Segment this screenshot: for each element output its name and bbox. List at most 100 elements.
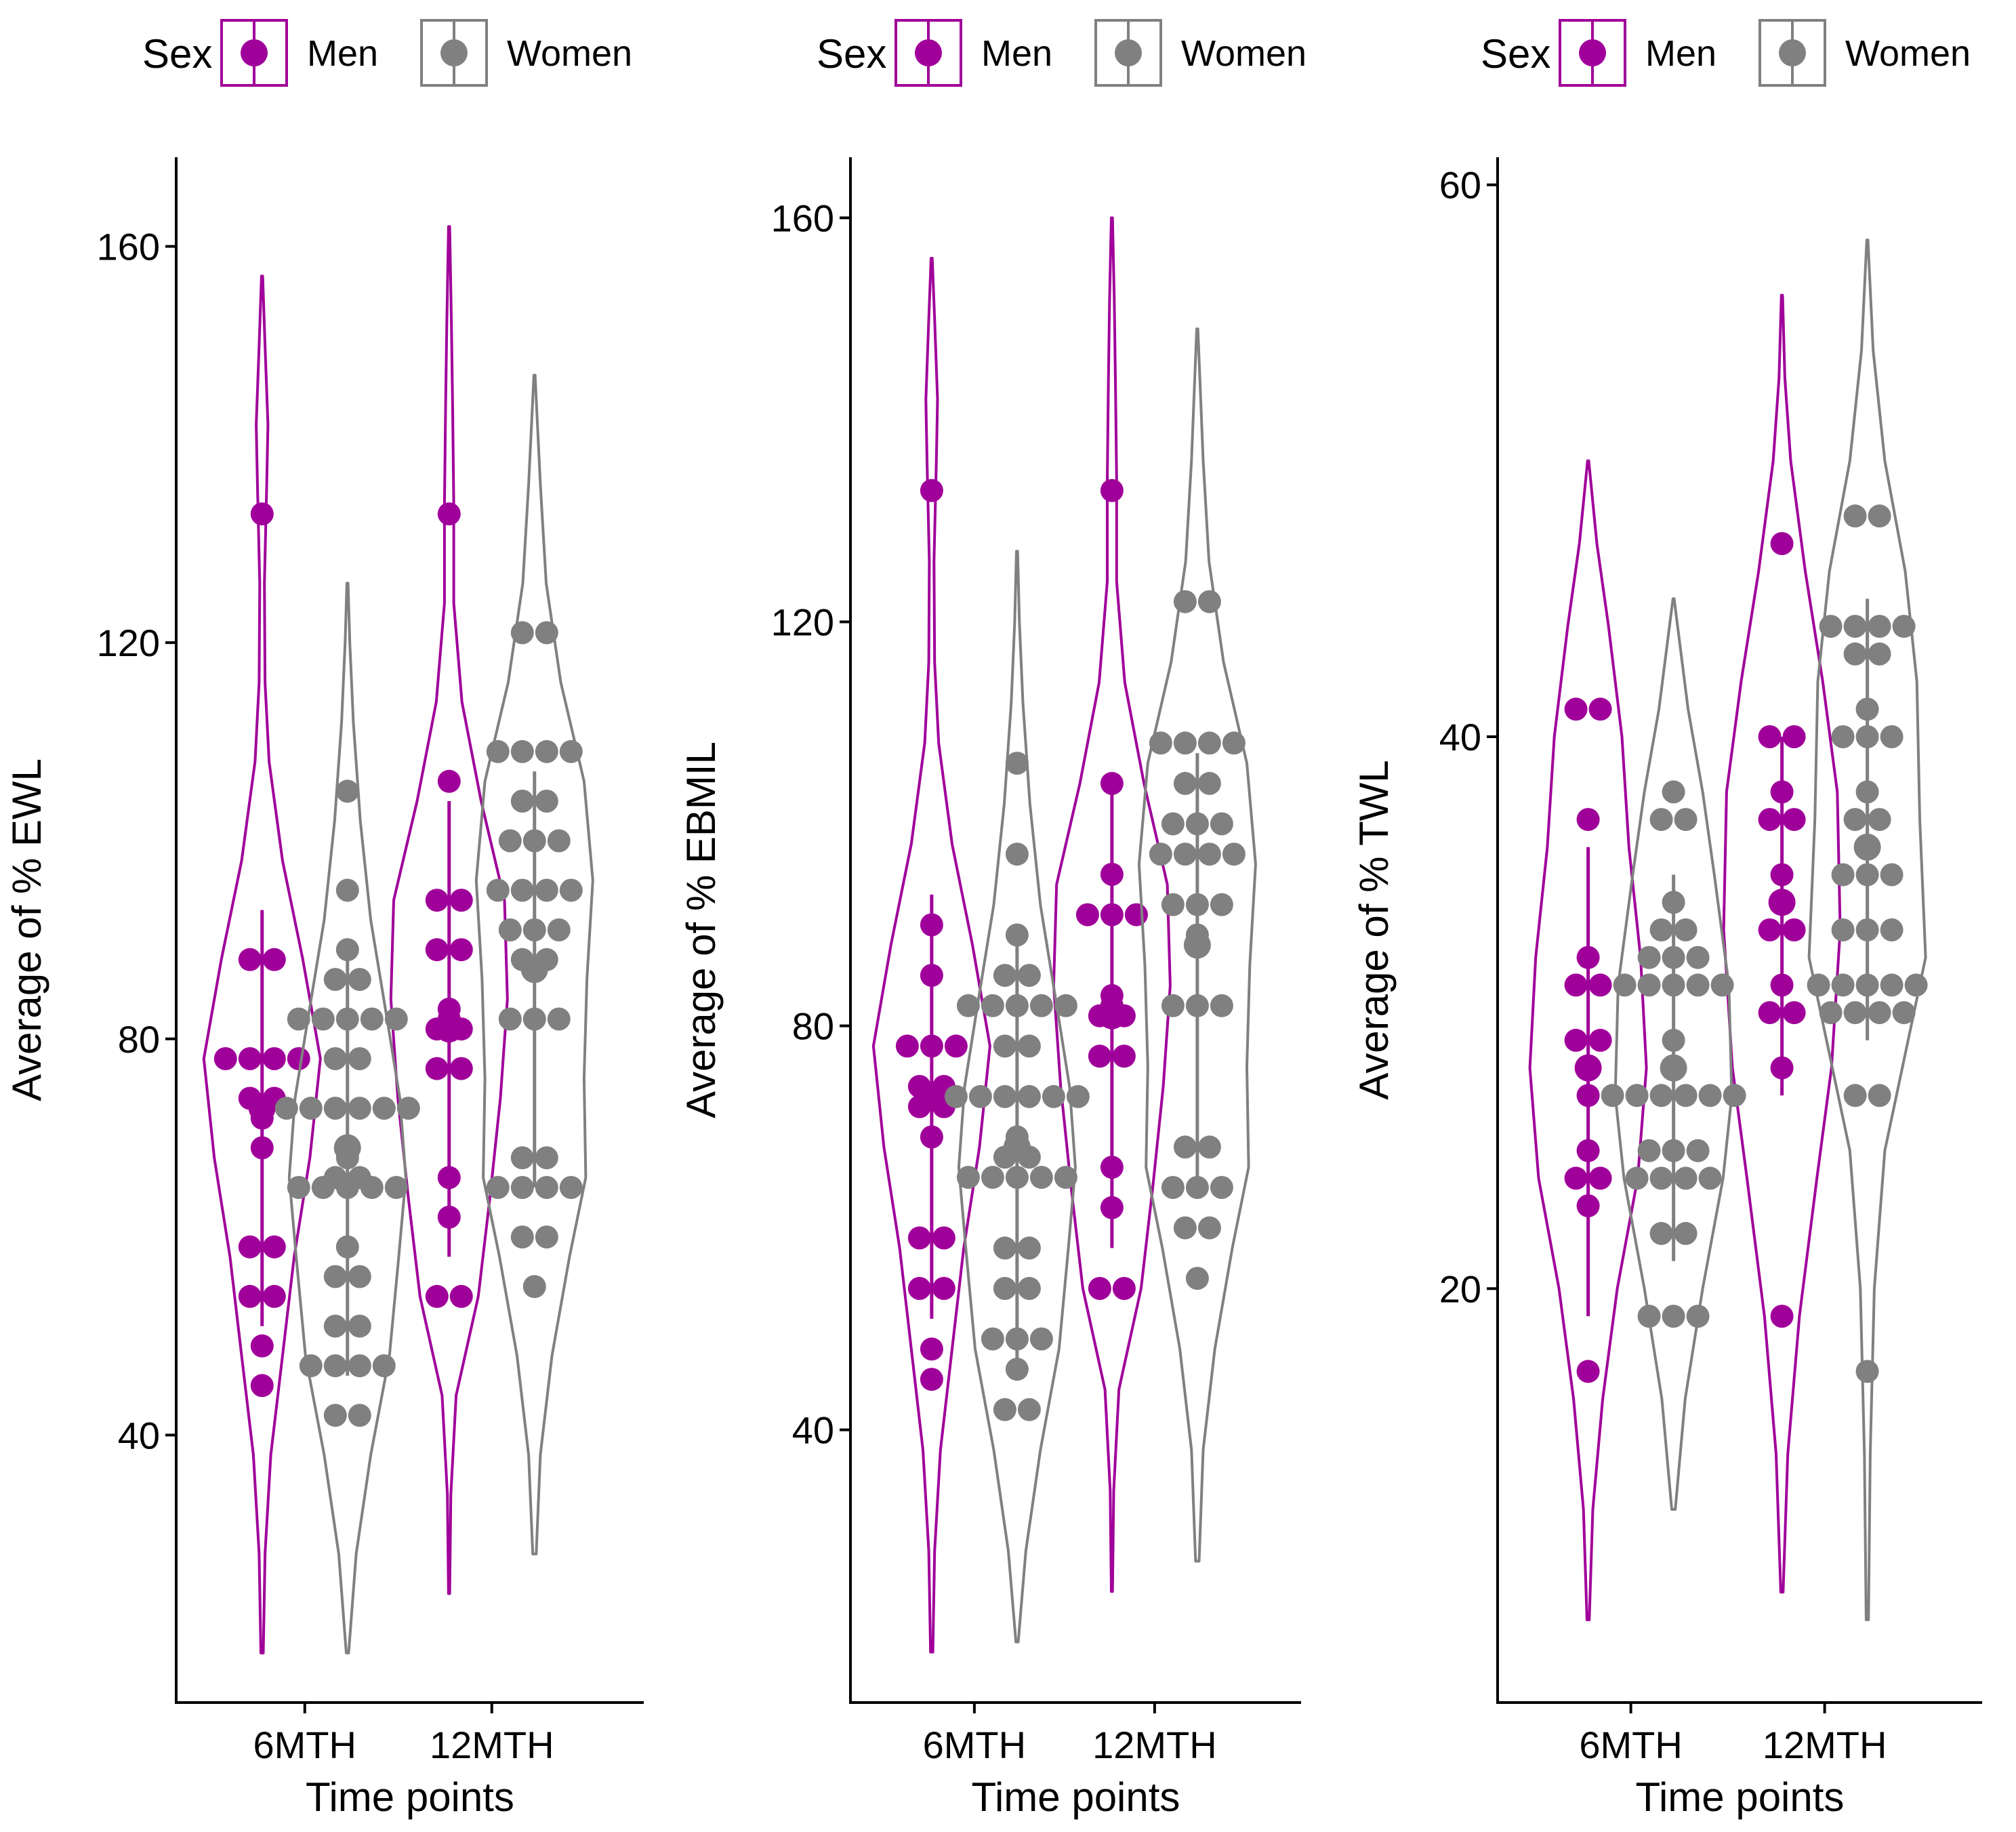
- mean-point: [1768, 889, 1796, 916]
- legend-label: Men: [1645, 33, 1716, 74]
- data-point: [1637, 945, 1661, 969]
- data-point: [1710, 973, 1734, 997]
- data-point: [1185, 1267, 1209, 1290]
- data-point: [1149, 731, 1172, 755]
- y-tick-label: 120: [97, 622, 160, 664]
- legend-label: Women: [507, 33, 632, 74]
- y-tick-label: 40: [792, 1409, 834, 1452]
- data-point: [323, 1047, 347, 1070]
- legend-label: Men: [981, 33, 1052, 74]
- data-point: [1686, 1305, 1710, 1328]
- data-point: [1161, 812, 1185, 836]
- data-point: [449, 1057, 473, 1080]
- data-point: [1868, 1084, 1891, 1107]
- data-point: [486, 878, 510, 902]
- data-point: [1758, 1001, 1782, 1025]
- data-point: [1100, 1156, 1124, 1179]
- data-point: [1173, 731, 1197, 755]
- data-point: [1100, 863, 1124, 886]
- data-point: [1855, 780, 1879, 804]
- data-point: [1758, 918, 1782, 941]
- x-tick-label-6mth: 6MTH: [253, 1724, 356, 1766]
- data-point: [1770, 973, 1794, 997]
- data-point: [425, 938, 449, 962]
- y-tick-label: 60: [1439, 164, 1481, 207]
- legend-title: Sex: [817, 31, 886, 77]
- legend-key-dot: [1579, 39, 1606, 66]
- data-point: [323, 1314, 347, 1338]
- mean-point: [520, 956, 548, 983]
- data-point: [920, 964, 943, 988]
- data-point: [981, 1327, 1004, 1351]
- data-point: [1100, 983, 1124, 1007]
- data-point: [498, 829, 522, 853]
- data-point: [895, 1034, 919, 1058]
- violin-outline: [287, 582, 407, 1654]
- y-tick-label: 120: [771, 601, 834, 643]
- data-point: [449, 1284, 473, 1308]
- data-point: [1637, 973, 1661, 997]
- data-point: [1576, 1194, 1600, 1218]
- violin-group-men-6mth: [1528, 459, 1648, 1621]
- data-point: [907, 1277, 931, 1300]
- data-point: [1042, 1084, 1065, 1108]
- data-point: [510, 739, 534, 763]
- data-point: [1880, 863, 1904, 887]
- x-tick-label-6mth: 6MTH: [1579, 1724, 1682, 1766]
- data-point: [1843, 615, 1867, 638]
- data-point: [1674, 808, 1698, 832]
- violin-outline: [202, 274, 322, 1654]
- data-point: [1649, 808, 1673, 832]
- data-point: [335, 878, 359, 902]
- y-tick-label: 80: [792, 1005, 834, 1048]
- legend-entry-men: Men: [894, 19, 1052, 87]
- data-point: [1210, 994, 1233, 1017]
- data-point: [1674, 918, 1698, 941]
- data-point: [262, 1235, 286, 1259]
- data-point: [993, 1398, 1016, 1421]
- data-point: [449, 889, 473, 912]
- data-point: [348, 1047, 371, 1070]
- data-point: [1161, 994, 1185, 1017]
- data-point: [498, 918, 522, 941]
- data-point: [1017, 1277, 1041, 1300]
- data-point: [522, 1007, 546, 1031]
- legend: Sex Men Women: [142, 19, 632, 87]
- violin-group-women-6mth: [944, 550, 1090, 1644]
- chart-panel-3: 20 40 60 6MTH 12MTH Time points Average of % T…: [1351, 19, 1982, 1820]
- data-point: [384, 1176, 408, 1199]
- data-point: [1855, 918, 1879, 941]
- y-axis-title: Average of % EWL: [4, 758, 49, 1101]
- data-point: [1054, 1166, 1077, 1189]
- x-tick-label-12mth: 12MTH: [1763, 1724, 1887, 1766]
- data-point: [250, 1136, 274, 1160]
- data-point: [1088, 1277, 1111, 1300]
- data-point: [1210, 1176, 1233, 1199]
- data-point: [1100, 771, 1124, 795]
- legend: Sex Men Women: [817, 19, 1307, 87]
- data-point: [1662, 973, 1685, 997]
- data-point: [1782, 808, 1806, 832]
- x-tick-label-12mth: 12MTH: [430, 1724, 554, 1766]
- data-point: [262, 948, 286, 971]
- violin-group-women-6mth: [1601, 597, 1746, 1511]
- data-point: [1564, 697, 1588, 721]
- data-point: [920, 1125, 943, 1149]
- data-point: [1843, 1001, 1867, 1025]
- data-point: [238, 1047, 262, 1070]
- y-axis-title: Average of % TWL: [1351, 760, 1397, 1099]
- violin-outline: [1807, 239, 1927, 1621]
- data-point: [1770, 863, 1794, 887]
- data-point: [993, 1277, 1016, 1300]
- y-tick-label: 160: [771, 197, 834, 239]
- data-point: [1588, 1028, 1612, 1052]
- data-point: [1770, 1305, 1794, 1328]
- legend-entry-women: Women: [1758, 19, 1971, 87]
- data-point: [993, 1084, 1016, 1108]
- data-point: [1831, 973, 1855, 997]
- data-point: [956, 994, 980, 1017]
- mean-point: [1660, 1054, 1687, 1082]
- data-point: [1005, 752, 1029, 775]
- data-point: [425, 1284, 449, 1308]
